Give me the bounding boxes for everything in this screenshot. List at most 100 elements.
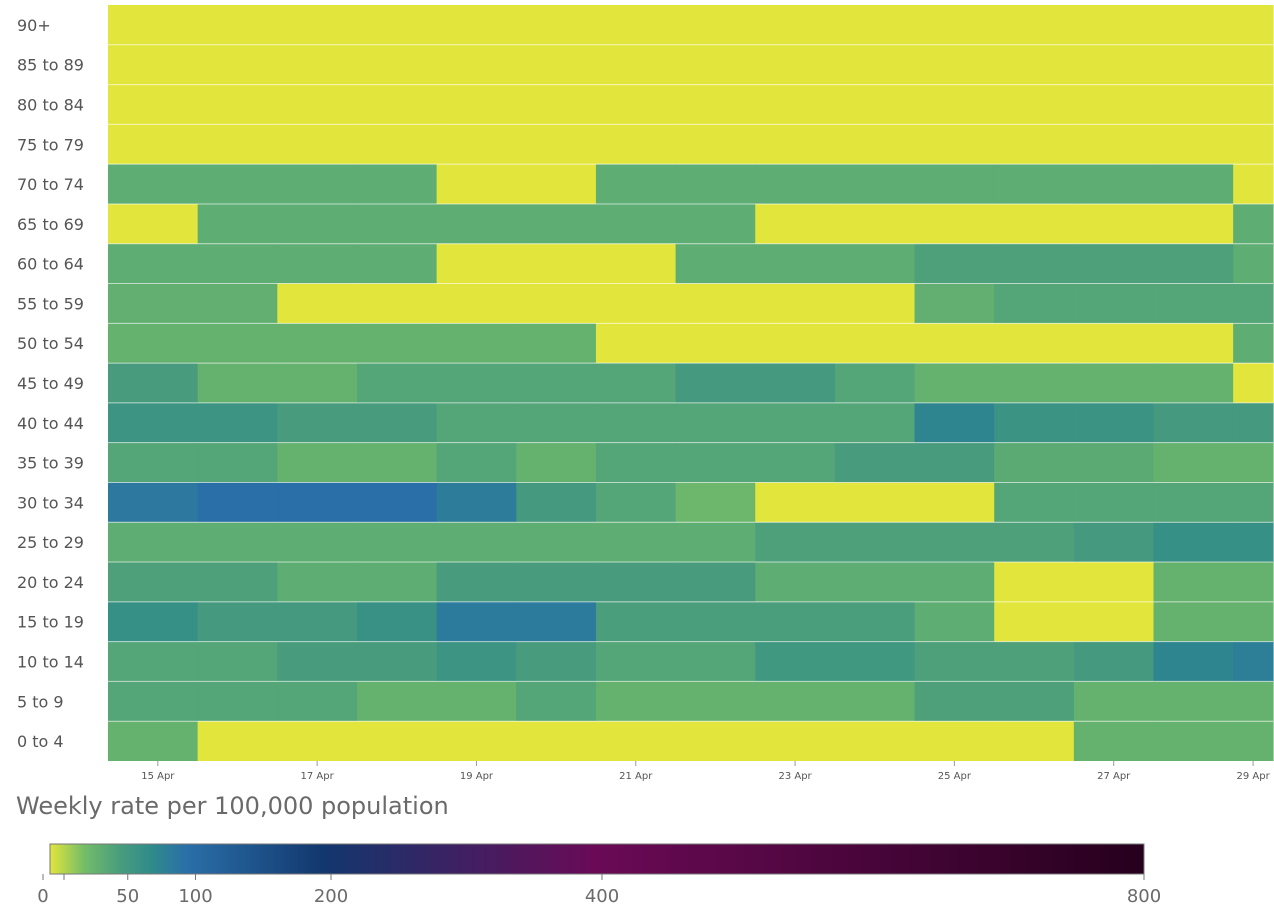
heatmap-cell (755, 164, 836, 204)
heatmap-cell (914, 681, 995, 722)
heatmap-cell (108, 641, 119, 682)
heatmap-cell (1073, 601, 1155, 642)
row-separators (108, 44, 1273, 722)
heatmap-cell (277, 5, 358, 45)
heatmap-cell (1073, 721, 1155, 761)
heatmap-cell (436, 164, 517, 204)
heatmap-cell (356, 482, 438, 523)
heatmap-cell (108, 203, 119, 244)
heatmap-cell (197, 283, 278, 324)
y-tick-label: 40 to 44 (17, 414, 84, 433)
heatmap-cell (436, 5, 517, 45)
heatmap-cell (994, 283, 1075, 324)
heatmap-cell (436, 601, 517, 642)
heatmap-cell (1073, 442, 1155, 483)
heatmap-cell (834, 363, 916, 403)
heatmap-cell (595, 402, 677, 443)
heatmap-cell (118, 721, 199, 761)
heatmap-cell (277, 283, 358, 324)
heatmap-cell (675, 44, 756, 85)
heatmap-cell (834, 601, 916, 642)
heatmap-cell (675, 482, 756, 523)
heatmap-cell (994, 203, 1075, 244)
heatmap-cell (1233, 44, 1274, 85)
heatmap-cell (108, 681, 119, 722)
heatmap-cell (834, 5, 916, 45)
heatmap-cell (516, 124, 597, 165)
heatmap-cell (356, 641, 438, 682)
heatmap-cell (108, 283, 119, 324)
heatmap-cell (516, 203, 597, 244)
y-tick-label: 70 to 74 (17, 175, 84, 194)
heatmap-cell (356, 601, 438, 642)
heatmap-cell (1233, 721, 1274, 761)
heatmap-cell (994, 402, 1075, 443)
heatmap-cell (356, 721, 438, 761)
heatmap-cell (1153, 721, 1234, 761)
x-tick-label: 25 Apr (938, 771, 972, 782)
heatmap-cell (595, 84, 677, 125)
heatmap-cell (516, 601, 597, 642)
heatmap-cell (914, 164, 995, 204)
heatmap-cell (834, 562, 916, 602)
y-tick-label: 10 to 14 (17, 653, 84, 672)
heatmap-cell (834, 522, 916, 563)
legend-title: Weekly rate per 100,000 population (16, 792, 449, 820)
heatmap-cell (1233, 84, 1274, 125)
x-tick-label: 23 Apr (778, 771, 812, 782)
heatmap-cell (197, 164, 278, 204)
heatmap-cell (197, 562, 278, 602)
heatmap-cell (675, 522, 756, 563)
heatmap-cell (1153, 601, 1234, 642)
heatmap-cell (1073, 243, 1155, 284)
heatmap-cell (914, 5, 995, 45)
heatmap-cell (994, 124, 1075, 165)
heatmap-cell (197, 522, 278, 563)
heatmap-cell (356, 522, 438, 563)
heatmap-cell (118, 363, 199, 403)
heatmap-cell (356, 203, 438, 244)
heatmap-cell (1153, 522, 1234, 563)
heatmap-cell (356, 124, 438, 165)
heatmap-cell (1233, 402, 1274, 443)
heatmap-cell (834, 243, 916, 284)
heatmap-cell (356, 243, 438, 284)
color-scale-ticks: 0 50 100 200 400 800 (37, 874, 1161, 907)
color-scale-tick-label: 0 (37, 886, 48, 907)
heatmap-cell (277, 363, 358, 403)
heatmap-cell (595, 124, 677, 165)
heatmap-cell (118, 44, 199, 85)
heatmap-cell (277, 442, 358, 483)
heatmap-cell (675, 721, 756, 761)
heatmap-cell (108, 84, 119, 125)
heatmap-cell (436, 124, 517, 165)
x-tick-label: 15 Apr (141, 771, 175, 782)
color-scale-tick-label: 100 (178, 886, 212, 907)
heatmap-cell (1073, 562, 1155, 602)
heatmap-cell (356, 5, 438, 45)
heatmap-cell (436, 203, 517, 244)
heatmap-cell (755, 203, 836, 244)
heatmap-cell (675, 442, 756, 483)
x-tick-label: 29 Apr (1236, 771, 1270, 782)
heatmap-cell (595, 721, 677, 761)
heatmap-cell (1153, 203, 1234, 244)
heatmap-cell (914, 562, 995, 602)
heatmap-cell (994, 323, 1075, 364)
heatmap-cell (516, 5, 597, 45)
heatmap-cell (1233, 601, 1274, 642)
heatmap-cell (755, 5, 836, 45)
heatmap-cell (1153, 164, 1234, 204)
heatmap-cell (277, 402, 358, 443)
heatmap-cell (994, 601, 1075, 642)
heatmap-cell (1233, 203, 1274, 244)
heatmap-cell (108, 721, 119, 761)
heatmap-cell (595, 203, 677, 244)
heatmap-cell (197, 243, 278, 284)
y-tick-label: 80 to 84 (17, 95, 84, 114)
heatmap-cell (1073, 522, 1155, 563)
heatmap-cell (436, 482, 517, 523)
heatmap-cell (755, 522, 836, 563)
heatmap-cell (356, 363, 438, 403)
heatmap-cell (675, 562, 756, 602)
